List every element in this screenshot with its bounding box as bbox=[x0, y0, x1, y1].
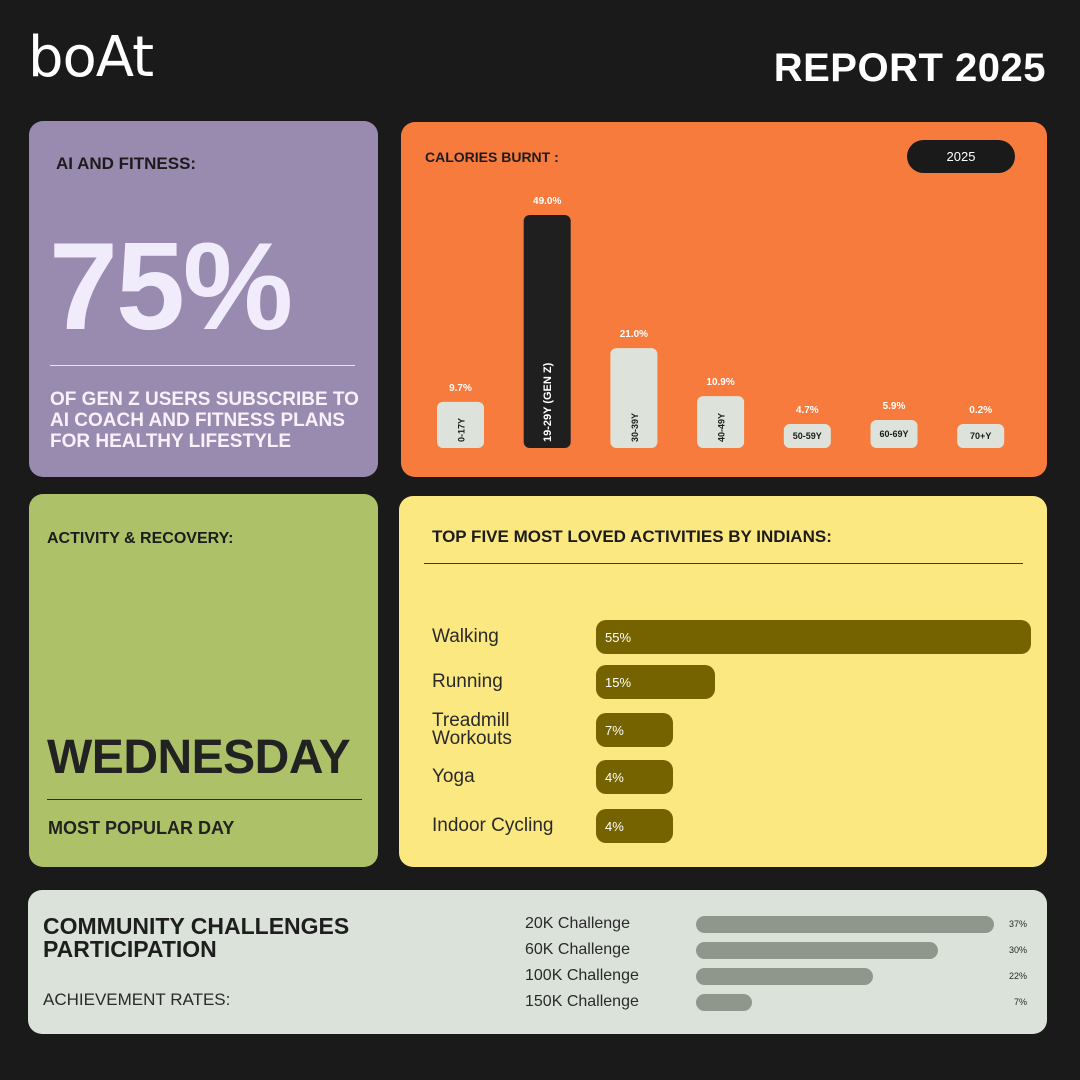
calories-category-label-4: 50-59Y bbox=[793, 431, 822, 441]
challenge-label-0: 20K Challenge bbox=[525, 915, 630, 932]
calories-category-label-5: 60-69Y bbox=[879, 429, 908, 439]
activity-bar-4: 4% bbox=[596, 809, 673, 843]
ai-fitness-description: OF GEN Z USERS SUBSCRIBE TO AI COACH AND… bbox=[50, 389, 359, 452]
calories-bar-6 bbox=[957, 424, 1005, 448]
challenge-label-2: 100K Challenge bbox=[525, 967, 639, 984]
activity-label-3: Yoga bbox=[432, 766, 475, 787]
challenge-value-1: 30% bbox=[1008, 945, 1027, 955]
activity-bar-0: 55% bbox=[596, 620, 1031, 654]
challenge-bar-2 bbox=[696, 968, 874, 985]
challenge-value-0: 37% bbox=[1008, 919, 1027, 929]
calories-category-label-3: 40-49Y bbox=[717, 413, 727, 442]
year-selector-button[interactable]: 2025 bbox=[907, 140, 1015, 173]
ai-fitness-card: AI AND FITNESS: 75% OF GEN Z USERS SUBSC… bbox=[29, 121, 378, 477]
calories-bar-chart: 9.7% 0-17Y 49.0% 19-29Y (GEN Z) 21.0% 30-39Y 1… bbox=[437, 196, 1005, 448]
ai-fitness-percent: 75% bbox=[49, 218, 293, 356]
challenge-value-3: 7% bbox=[1013, 997, 1027, 1007]
challenge-bar-0 bbox=[696, 916, 994, 933]
activity-heading: ACTIVITY & RECOVERY: bbox=[47, 530, 234, 547]
ai-fitness-divider bbox=[50, 365, 355, 366]
ai-fitness-heading: AI AND FITNESS: bbox=[56, 154, 197, 173]
calories-value-label-0: 9.7% bbox=[449, 383, 472, 394]
challenge-value-2: 22% bbox=[1008, 971, 1027, 981]
top-activities-heading: TOP FIVE MOST LOVED ACTIVITIES BY INDIAN… bbox=[432, 527, 832, 546]
popular-day: WEDNESDAY bbox=[47, 731, 351, 784]
calories-value-label-5: 5.9% bbox=[883, 401, 906, 412]
challenge-label-1: 60K Challenge bbox=[525, 941, 630, 958]
activity-bar-2: 7% bbox=[596, 713, 673, 747]
challenge-bar-1 bbox=[696, 942, 938, 959]
calories-value-label-3: 10.9% bbox=[706, 377, 734, 388]
report-title: REPORT 2025 bbox=[773, 46, 1046, 90]
activity-label-4: Indoor Cycling bbox=[432, 815, 554, 836]
calories-category-label-2: 30-39Y bbox=[630, 413, 640, 442]
brand-logo: boAt bbox=[28, 25, 154, 90]
calories-bar-0 bbox=[437, 401, 484, 448]
calories-value-label-4: 4.7% bbox=[796, 405, 819, 416]
top-activities-card: TOP FIVE MOST LOVED ACTIVITIES BY INDIAN… bbox=[399, 496, 1047, 867]
calories-bar-3 bbox=[697, 396, 745, 448]
community-challenges-card: COMMUNITY CHALLENGES PARTICIPATION ACHIE… bbox=[28, 890, 1047, 1034]
calories-bar-5 bbox=[870, 419, 918, 448]
calories-value-label-1: 49.0% bbox=[533, 196, 561, 207]
calories-heading: CALORIES BURNT : bbox=[425, 149, 559, 165]
achievement-rates-label: ACHIEVEMENT RATES: bbox=[43, 990, 231, 1009]
calories-category-label-1: 19-29Y (GEN Z) bbox=[542, 362, 554, 442]
activity-recovery-card: ACTIVITY & RECOVERY: WEDNESDAY MOST POPU… bbox=[29, 494, 378, 867]
calories-card: CALORIES BURNT : 2025 9.7% 0-17Y 49.0% 19-2… bbox=[401, 122, 1047, 477]
calories-category-label-0: 0-17Y bbox=[457, 418, 467, 442]
activity-divider bbox=[47, 799, 362, 800]
activity-label-2: Treadmill Workouts bbox=[432, 710, 512, 749]
challenge-label-3: 150K Challenge bbox=[525, 993, 639, 1010]
activity-bar-3: 4% bbox=[596, 760, 673, 794]
community-heading: COMMUNITY CHALLENGES PARTICIPATION bbox=[43, 913, 350, 962]
activity-label-1: Running bbox=[432, 671, 503, 692]
activity-bar-1: 15% bbox=[596, 665, 715, 699]
calories-bar-1 bbox=[523, 215, 571, 448]
calories-category-label-6: 70+Y bbox=[970, 431, 991, 441]
calories-bar-2 bbox=[610, 348, 658, 448]
calories-value-label-6: 0.2% bbox=[969, 405, 992, 416]
calories-value-label-2: 21.0% bbox=[620, 329, 648, 340]
calories-bar-4 bbox=[783, 424, 831, 448]
challenge-bar-3 bbox=[696, 994, 753, 1011]
popular-day-label: MOST POPULAR DAY bbox=[48, 818, 235, 838]
top-activities-divider bbox=[424, 563, 1023, 564]
activity-label-0: Walking bbox=[432, 626, 499, 647]
